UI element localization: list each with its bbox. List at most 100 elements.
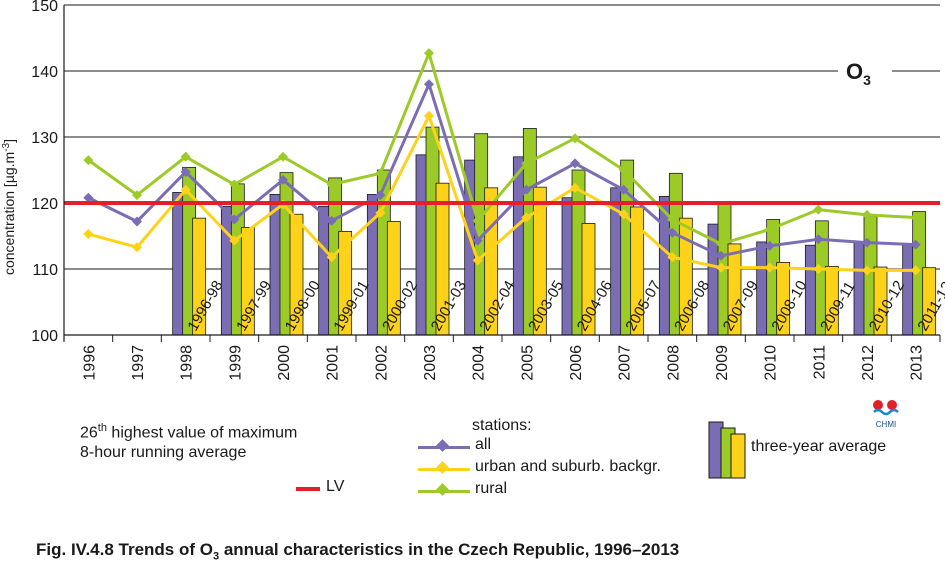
marker-all xyxy=(862,237,872,248)
x-tick-label: 2009 xyxy=(714,345,731,381)
marker-urban xyxy=(667,252,678,263)
ylabel-main: concentration [µg.m xyxy=(1,152,17,275)
legend-three-year: three-year average xyxy=(707,420,927,480)
ylabel-sup: -3 xyxy=(1,142,12,151)
marker-all xyxy=(375,190,386,201)
chart-note: 26th highest value of maximum 8-hour run… xyxy=(80,418,297,463)
marker-urban xyxy=(326,252,337,263)
marker-all xyxy=(521,184,532,195)
x-tick-label: 1996 xyxy=(81,345,98,381)
note-sup: th xyxy=(97,422,107,434)
marker-urban xyxy=(862,265,872,276)
marker-rural xyxy=(764,224,775,235)
x-tick-label: 2000 xyxy=(276,345,293,381)
x-tick-label: 2003 xyxy=(422,345,439,381)
x-tick-label: 2012 xyxy=(860,345,877,381)
chmi-logo: CHMI xyxy=(866,398,906,430)
y-axis-label: concentration [µg.m-3] xyxy=(1,139,17,275)
legend-three-year-swatch xyxy=(708,421,746,479)
marker-urban xyxy=(570,182,580,193)
marker-all xyxy=(83,192,94,203)
marker-rural xyxy=(424,48,434,59)
legend-lv-label: LV xyxy=(326,478,345,495)
marker-rural xyxy=(716,238,726,249)
marker-urban xyxy=(229,235,240,246)
chmi-logo-icon: CHMI xyxy=(873,400,899,429)
marker-urban xyxy=(83,229,94,240)
marker-all xyxy=(472,235,483,246)
x-tick-label: 2011 xyxy=(811,345,828,380)
marker-urban xyxy=(375,207,386,218)
y-tick-label: 100 xyxy=(31,328,58,345)
legend-all-marker xyxy=(436,439,449,452)
series-lines xyxy=(83,48,921,276)
x-tick-label: 2002 xyxy=(373,345,390,381)
marker-rural xyxy=(667,214,678,225)
marker-rural xyxy=(375,168,386,179)
marker-all xyxy=(278,174,288,185)
x-tick-label: 2013 xyxy=(909,345,926,381)
marker-urban xyxy=(180,184,191,195)
chmi-logo-text: CHMI xyxy=(876,420,896,429)
marker-urban xyxy=(424,110,434,121)
marker-all xyxy=(424,79,434,90)
marker-all xyxy=(570,158,580,169)
marker-urban xyxy=(618,209,629,220)
line-all xyxy=(87,82,916,258)
legend-lv-line xyxy=(296,487,320,491)
legend-rural-marker xyxy=(436,483,449,496)
marker-rural xyxy=(83,155,94,166)
marker-urban xyxy=(764,262,775,273)
panel-label-sub: 3 xyxy=(863,72,871,88)
x-tick-label: 2005 xyxy=(519,345,536,381)
legend-urban-marker xyxy=(436,461,449,474)
x-tick-label: 2008 xyxy=(665,345,682,381)
marker-rural xyxy=(326,179,337,190)
caption-suffix: annual characteristics in the Czech Repu… xyxy=(219,540,680,559)
marker-rural xyxy=(813,204,824,215)
marker-rural xyxy=(229,179,240,190)
marker-urban xyxy=(813,264,824,274)
marker-rural xyxy=(862,209,872,220)
marker-all xyxy=(132,216,142,227)
legend-rural-label: rural xyxy=(475,480,508,497)
x-tick-label: 2010 xyxy=(763,345,780,381)
marker-all xyxy=(764,240,775,251)
y-tick-label: 130 xyxy=(31,130,58,147)
marker-rural xyxy=(180,151,191,162)
note-pre: 26 xyxy=(80,424,98,442)
marker-rural xyxy=(618,165,629,175)
marker-urban xyxy=(472,255,483,266)
legend-all-label: all xyxy=(475,436,492,453)
marker-rural xyxy=(132,190,142,201)
marker-all xyxy=(813,234,824,245)
y-tick-label: 110 xyxy=(32,262,58,279)
marker-urban xyxy=(910,265,921,276)
caption-sub: 3 xyxy=(212,550,220,563)
marker-rural xyxy=(472,215,483,226)
svg-text:O3: O3 xyxy=(846,59,871,88)
line-rural xyxy=(87,51,916,246)
marker-rural xyxy=(278,151,288,162)
marker-urban xyxy=(521,212,532,223)
marker-all xyxy=(180,166,191,177)
note-line-2: 8-hour running average xyxy=(80,444,247,462)
figure-caption: Fig. IV.4.8 Trends of O3 annual characte… xyxy=(36,540,679,562)
panel-label-main: O xyxy=(846,59,863,84)
o3-trend-chart: 1996-98 1997-99 1998-00 1999-01 2000-02 2001-… xyxy=(1,0,945,381)
line-urban xyxy=(87,114,916,272)
marker-all xyxy=(618,184,629,195)
marker-all xyxy=(910,239,921,250)
marker-all xyxy=(716,250,726,261)
svg-text:concentration [µg.m-3]: concentration [µg.m-3] xyxy=(1,139,17,275)
x-tick-label: 2001 xyxy=(325,345,342,381)
marker-rural xyxy=(521,158,532,169)
legend-stations-title: stations: xyxy=(472,417,532,434)
panel-label: O3 xyxy=(838,56,892,88)
ylabel-end: ] xyxy=(1,139,17,143)
legend-urban-label: urban and suburb. backgr. xyxy=(475,458,661,475)
x-tick-label: 1999 xyxy=(227,345,244,381)
x-tick-label: 1997 xyxy=(130,345,147,381)
note-post: highest value of maximum xyxy=(106,424,298,442)
marker-urban xyxy=(132,242,142,253)
